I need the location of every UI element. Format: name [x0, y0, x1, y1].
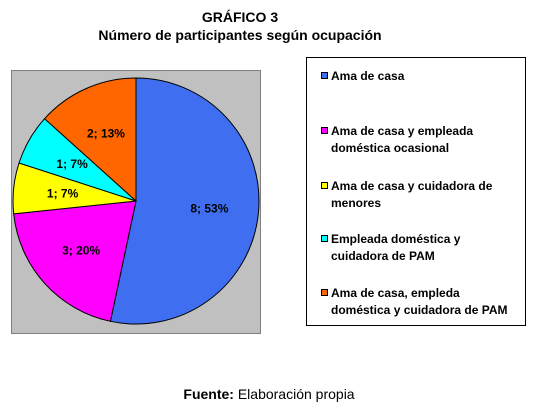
chart-title: GRÁFICO 3 [201, 9, 279, 25]
source-label: Fuente: [183, 386, 234, 402]
legend-item-0: Ama de casa [321, 68, 521, 85]
slice-label-0: 8; 53% [190, 202, 228, 216]
slice-label-3: 1; 7% [56, 157, 88, 171]
chart-subtitle: Número de participantes según ocupación [98, 27, 382, 43]
slice-label-2: 1; 7% [47, 186, 79, 200]
slice-label-4: 2; 13% [87, 127, 125, 141]
legend-label-3: Empleada doméstica y cuidadora de PAM [331, 232, 461, 263]
source-note: Fuente: Elaboración propia [0, 386, 538, 402]
pie-slice-4 [43, 77, 137, 203]
slice-label-1: 3; 20% [62, 243, 100, 257]
legend-swatch-3 [321, 235, 328, 242]
source-text: Elaboración propia [233, 386, 355, 402]
pie-chart: 8; 53% 3; 20% 1; 7% 1; 7% 2; 13% [12, 77, 260, 325]
legend-label-1: Ama de casa y empleada doméstica ocasiona… [331, 124, 474, 155]
legend-item-1: Ama de casa y empleada doméstica ocasiona… [321, 123, 521, 157]
legend-swatch-0 [321, 72, 328, 79]
legend-label-4: Ama de casa, empleda doméstica y cuidador… [331, 286, 508, 317]
legend-label-0: Ama de casa [331, 69, 405, 83]
legend-item-3: Empleada doméstica y cuidadora de PAM [321, 231, 521, 265]
legend-item-2: Ama de casa y cuidadora de menores [321, 178, 521, 212]
legend-label-2: Ama de casa y cuidadora de menores [331, 179, 493, 210]
pie-slice-0 [109, 77, 260, 325]
legend-swatch-4 [321, 289, 328, 296]
legend-item-4: Ama de casa, empleda doméstica y cuidador… [321, 285, 521, 319]
pie-slice-1 [13, 200, 137, 322]
legend-swatch-2 [321, 182, 328, 189]
legend: Ama de casa Ama de casa y empleada domést… [306, 57, 526, 326]
legend-swatch-1 [321, 127, 328, 134]
